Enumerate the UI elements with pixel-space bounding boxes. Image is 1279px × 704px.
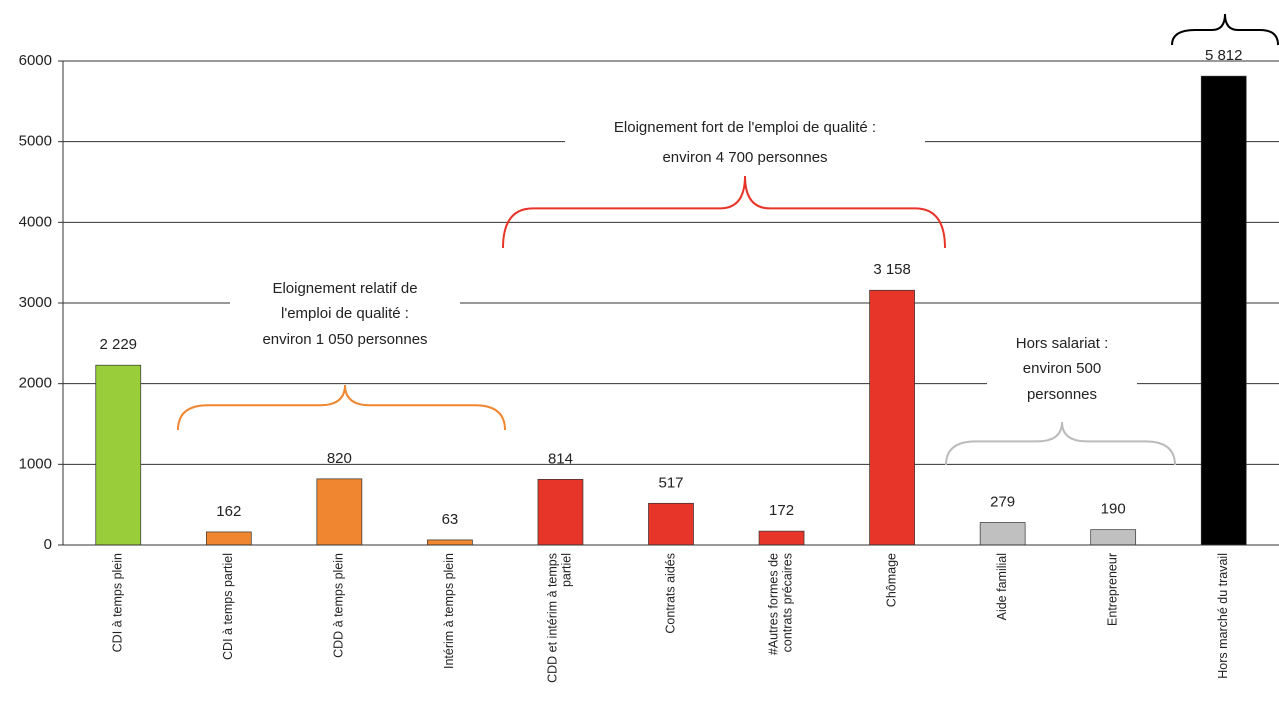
brace bbox=[945, 421, 1176, 466]
y-tick-label: 6000 bbox=[19, 52, 52, 69]
y-tick-label: 1000 bbox=[19, 455, 52, 472]
x-tick-label: CDI à temps partiel bbox=[221, 553, 235, 660]
bar bbox=[648, 502, 694, 546]
annotation: environ 500 bbox=[1023, 360, 1101, 377]
x-tick-label: CDD et intérim à tempspartiel bbox=[546, 553, 574, 683]
annotation: Eloignement relatif de bbox=[272, 280, 417, 297]
annotation-bg bbox=[230, 273, 460, 356]
y-tick-label: 5000 bbox=[19, 133, 52, 150]
x-tick-label: Aide familial bbox=[995, 553, 1009, 620]
bar bbox=[316, 478, 363, 546]
brace bbox=[502, 175, 946, 249]
value-label: 3 158 bbox=[873, 261, 911, 278]
annotation: Hors salariat : bbox=[1016, 335, 1109, 352]
brace bbox=[177, 384, 506, 431]
x-tick-label: Contrats aidés bbox=[663, 553, 677, 634]
brace bbox=[1171, 13, 1279, 46]
x-tick-label: CDI à temps plein bbox=[111, 553, 125, 652]
bar bbox=[979, 522, 1026, 546]
bar bbox=[1090, 529, 1137, 546]
bar bbox=[427, 539, 473, 546]
value-label: 190 bbox=[1101, 501, 1126, 518]
annotation: personnes bbox=[1027, 386, 1097, 403]
value-label: 2 229 bbox=[99, 336, 137, 353]
bar bbox=[537, 478, 584, 546]
bar bbox=[1200, 75, 1247, 546]
x-tick-label: Intérim à temps plein bbox=[442, 553, 456, 669]
x-tick-label: Entrepreneur bbox=[1105, 553, 1119, 626]
value-label: 814 bbox=[548, 450, 573, 467]
y-tick-label: 0 bbox=[44, 536, 52, 553]
value-label: 279 bbox=[990, 493, 1015, 510]
annotation: l'emploi de qualité : bbox=[281, 305, 409, 322]
x-tick-label-line: #Autres formes de bbox=[767, 553, 781, 655]
value-label: 517 bbox=[658, 474, 683, 491]
annotation-bg bbox=[565, 112, 925, 174]
bar bbox=[758, 530, 805, 546]
annotation-bg bbox=[987, 328, 1137, 411]
x-tick-label-line: contrats précaires bbox=[781, 553, 795, 652]
x-tick-label: CDD à temps plein bbox=[332, 553, 346, 658]
bar bbox=[95, 364, 142, 546]
y-tick-label: 3000 bbox=[19, 294, 52, 311]
x-tick-label-line: CDD et intérim à temps bbox=[546, 553, 560, 683]
value-label: 820 bbox=[327, 450, 352, 467]
value-label: 5 812 bbox=[1205, 47, 1243, 64]
y-tick-label: 2000 bbox=[19, 375, 52, 392]
annotation: environ 4 700 personnes bbox=[662, 149, 827, 166]
bar bbox=[205, 531, 252, 546]
value-label: 63 bbox=[442, 511, 459, 528]
y-tick-label: 4000 bbox=[19, 213, 52, 230]
x-tick-label: Chômage bbox=[884, 553, 898, 607]
annotation: Eloignement fort de l'emploi de qualité … bbox=[614, 119, 876, 136]
x-tick-label-line: partiel bbox=[560, 553, 574, 587]
x-tick-label: #Autres formes decontrats précaires bbox=[767, 553, 795, 655]
x-tick-label: Hors marché du travail bbox=[1216, 553, 1230, 679]
annotation: environ 1 050 personnes bbox=[262, 331, 427, 348]
value-label: 162 bbox=[216, 503, 241, 520]
bar bbox=[869, 289, 915, 546]
value-label: 172 bbox=[769, 502, 794, 519]
